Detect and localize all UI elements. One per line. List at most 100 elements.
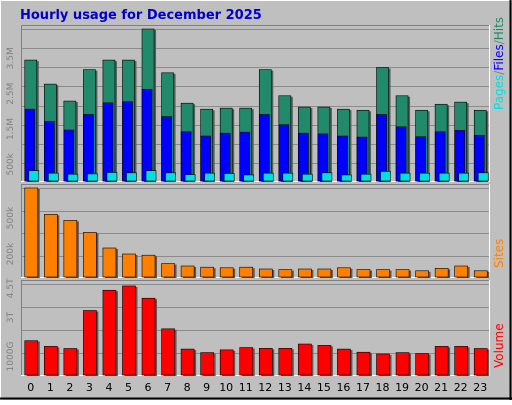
y-tick-label: 200k — [6, 242, 16, 265]
panel-sites: 200k 500k Sites — [6, 184, 506, 278]
volume-bar — [473, 348, 488, 376]
pages-bar — [145, 170, 157, 182]
files-bar — [161, 116, 172, 182]
sites-bar — [161, 263, 175, 278]
legend: Volume — [492, 323, 506, 368]
legend-entry: Volume — [492, 323, 506, 368]
pages-bar — [399, 172, 411, 182]
files-bar — [239, 131, 251, 182]
y-tick-label: 3T — [6, 311, 16, 323]
sites-bar — [141, 254, 156, 278]
files-bar — [180, 131, 192, 182]
files-bar — [83, 114, 94, 182]
volume-bar — [180, 348, 195, 376]
x-tick-label: 2 — [66, 381, 73, 394]
sites-bar — [83, 232, 97, 278]
x-tick-label: 15 — [317, 381, 331, 394]
sites-bar — [239, 266, 254, 278]
volume-bar — [63, 348, 78, 376]
sites-bar — [454, 265, 468, 278]
plot-area — [21, 184, 490, 278]
files-bar — [24, 108, 36, 182]
x-tick-label: 6 — [145, 381, 152, 394]
pages-bar — [262, 172, 274, 182]
y-tick-label: 500k — [6, 206, 16, 229]
sites-bar — [278, 269, 293, 278]
files-bar — [298, 132, 309, 182]
sites-bar — [356, 269, 371, 278]
chart-title: Hourly usage for December 2025 — [20, 8, 262, 23]
y-tick-label: 3.5M — [6, 47, 16, 69]
pages-bar — [243, 174, 255, 182]
x-tick-label: 16 — [336, 381, 350, 394]
pages-bar — [419, 172, 430, 182]
sites-bar — [258, 268, 273, 278]
sites-bar — [180, 265, 195, 278]
pages-bar — [438, 172, 450, 182]
sites-bar — [376, 269, 390, 278]
y-tick-label: 1.5M — [6, 118, 16, 140]
sites-bar — [63, 220, 78, 278]
x-tick-label: 3 — [86, 381, 93, 394]
pages-bar — [28, 170, 40, 182]
volume-bar — [434, 346, 449, 376]
volume-bar — [356, 351, 371, 376]
legend: Sites — [492, 239, 506, 268]
x-tick-label: 22 — [454, 381, 468, 394]
pages-bar — [302, 173, 313, 182]
y-tick-label: 500k — [6, 152, 16, 175]
files-bar — [258, 114, 270, 182]
files-bar — [44, 121, 55, 182]
legend-entry: / — [492, 39, 506, 44]
volume-bar — [102, 289, 117, 376]
x-tick-label: 23 — [473, 381, 487, 394]
x-tick-label: 20 — [415, 381, 429, 394]
files-bar — [141, 89, 153, 182]
x-tick-label: 14 — [297, 381, 311, 394]
x-tick-label: 7 — [164, 381, 171, 394]
volume-bar — [44, 346, 58, 376]
files-bar — [278, 124, 290, 182]
pages-bar — [106, 172, 118, 182]
x-tick-label: 9 — [203, 381, 210, 394]
sites-bar — [102, 247, 117, 278]
pages-bar — [341, 174, 352, 182]
x-tick-label: 18 — [376, 381, 390, 394]
x-tick-label: 19 — [395, 381, 409, 394]
legend-entry: / — [492, 70, 506, 75]
files-bar — [102, 102, 114, 182]
volume-bar — [376, 353, 390, 376]
sites-bar — [298, 268, 312, 278]
pages-bar — [126, 172, 137, 182]
legend-entry: Pages — [492, 75, 506, 110]
volume-bar — [83, 310, 97, 376]
plot-area — [21, 280, 490, 376]
legend-entry: Files — [492, 44, 506, 70]
pages-bar — [477, 172, 489, 182]
x-axis-hour-labels: 0 1 2 3 4 5 6 7 8 9 10 11 12 13 14 15 16 17 18 19 20 21 22 23 — [27, 381, 487, 394]
files-bar — [376, 114, 387, 182]
sites-bar — [473, 270, 488, 278]
files-bar — [63, 129, 75, 182]
x-tick-label: 17 — [356, 381, 370, 394]
volume-bar — [298, 343, 312, 376]
x-tick-label: 10 — [219, 381, 233, 394]
volume-bar — [122, 285, 136, 376]
legend: Pages/Files/Hits — [492, 17, 506, 110]
sites-bar — [24, 187, 39, 278]
panel-volume: 1000G 3T 4.5T Volume — [6, 278, 506, 376]
y-tick-label: 4.5T — [6, 278, 16, 298]
x-tick-label: 0 — [27, 381, 34, 394]
sites-bar — [337, 267, 351, 278]
pages-bar — [204, 172, 215, 182]
pages-bar — [380, 171, 391, 182]
sites-bar — [44, 214, 58, 278]
files-bar — [122, 101, 133, 182]
x-tick-label: 5 — [125, 381, 132, 394]
pages-bar — [184, 174, 196, 182]
volume-bar — [219, 349, 234, 376]
x-tick-label: 4 — [105, 381, 112, 394]
x-tick-label: 12 — [258, 381, 272, 394]
x-tick-label: 8 — [184, 381, 191, 394]
